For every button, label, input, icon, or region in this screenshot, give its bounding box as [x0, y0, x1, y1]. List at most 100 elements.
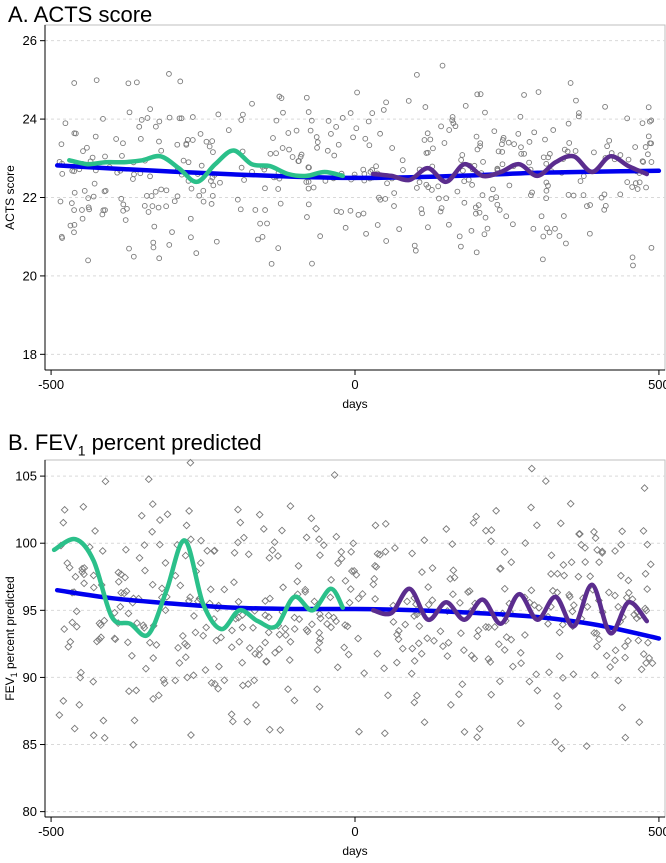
y-tick-label: 80 — [23, 804, 37, 819]
scatter-point — [148, 527, 157, 536]
scatter-point — [278, 526, 286, 535]
scatter-point — [308, 620, 316, 629]
scatter-point — [333, 208, 340, 214]
scatter-point — [337, 554, 346, 563]
scatter-point — [80, 570, 88, 579]
scatter-point — [308, 117, 315, 124]
scatter-point — [166, 71, 172, 77]
scatter-point — [210, 547, 218, 555]
scatter-point — [145, 638, 154, 647]
scatter-point — [576, 110, 582, 116]
scatter-point — [533, 686, 542, 695]
scatter-point — [58, 141, 65, 148]
scatter-point — [424, 149, 431, 156]
scatter-point — [495, 148, 502, 155]
scatter-point — [565, 590, 574, 599]
scatter-point — [556, 519, 565, 528]
scatter-point — [376, 194, 382, 201]
scatter-point — [156, 138, 162, 145]
scatter-point — [264, 628, 273, 637]
scatter-point — [89, 571, 98, 580]
scatter-point — [252, 701, 260, 709]
scatter-point — [592, 629, 601, 638]
scatter-point — [490, 186, 496, 193]
scatter-point — [425, 184, 432, 191]
scatter-point — [326, 593, 335, 602]
scatter-point — [158, 186, 165, 193]
scatter-point — [316, 551, 324, 560]
scatter-point — [298, 151, 305, 158]
scatter-point — [126, 245, 132, 252]
scatter-point — [190, 611, 198, 620]
scatter-point — [141, 202, 148, 209]
scatter-point — [277, 200, 284, 207]
scatter-point — [147, 173, 153, 180]
scatter-point — [446, 127, 453, 133]
y-axis-title: FEV1 percent predicted — [3, 576, 19, 700]
scatter-point — [373, 649, 382, 658]
scatter-point — [479, 192, 486, 199]
scatter-point — [166, 114, 173, 121]
scatter-point — [328, 130, 334, 137]
scatter-point — [330, 471, 339, 479]
scatter-point — [354, 89, 360, 96]
scatter-point — [439, 62, 446, 69]
scatter-point — [65, 563, 74, 572]
scatter-point — [290, 613, 299, 622]
scatter-point — [502, 633, 511, 642]
scatter-point — [414, 639, 423, 648]
scatter-point — [496, 207, 503, 213]
scatter-point — [557, 744, 566, 753]
scatter-point — [341, 576, 350, 585]
scatter-point — [644, 638, 652, 647]
scatter-point — [481, 622, 490, 631]
scatter-point — [642, 144, 649, 150]
scatter-point — [518, 151, 525, 157]
scatter-point — [265, 594, 274, 603]
scatter-point — [203, 138, 210, 145]
scatter-point — [417, 649, 426, 658]
scatter-point — [414, 71, 420, 78]
scatter-point — [349, 539, 358, 548]
x-tick-label: 500 — [648, 824, 666, 839]
scatter-point — [262, 207, 268, 213]
scatter-point — [80, 579, 89, 588]
scatter-point — [150, 239, 157, 246]
scatter-point — [307, 127, 314, 134]
scatter-point — [391, 203, 397, 209]
scatter-point — [545, 182, 551, 189]
scatter-point — [345, 598, 354, 607]
scatter-point — [59, 696, 68, 705]
scatter-point — [60, 625, 69, 634]
scatter-point — [547, 151, 553, 157]
scatter-point — [342, 224, 349, 231]
scatter-point — [245, 644, 254, 652]
scatter-point — [454, 188, 461, 195]
scatter-point — [475, 202, 482, 208]
scatter-point — [249, 100, 255, 107]
scatter-point — [130, 253, 137, 260]
scatter-point — [439, 642, 447, 651]
scatter-point — [377, 130, 383, 137]
scatter-point — [305, 201, 312, 208]
scatter-point — [416, 179, 423, 185]
scatter-point — [126, 109, 133, 116]
scatter-point — [646, 118, 653, 125]
scatter-point — [140, 541, 149, 550]
scatter-point — [85, 195, 92, 201]
scatter-point — [606, 663, 615, 671]
scatter-point — [526, 159, 532, 166]
scatter-point — [635, 718, 644, 727]
scatter-point — [200, 198, 207, 205]
scatter-point — [449, 114, 456, 120]
scatter-point — [642, 659, 651, 667]
scatter-point — [315, 610, 324, 619]
scatter-point — [544, 225, 550, 232]
scatter-point — [121, 573, 130, 582]
scatter-point — [639, 650, 648, 658]
scatter-point — [210, 149, 216, 155]
scatter-point — [337, 547, 346, 556]
scatter-point — [290, 696, 299, 705]
scatter-point — [208, 178, 214, 184]
scatter-point — [383, 238, 390, 244]
